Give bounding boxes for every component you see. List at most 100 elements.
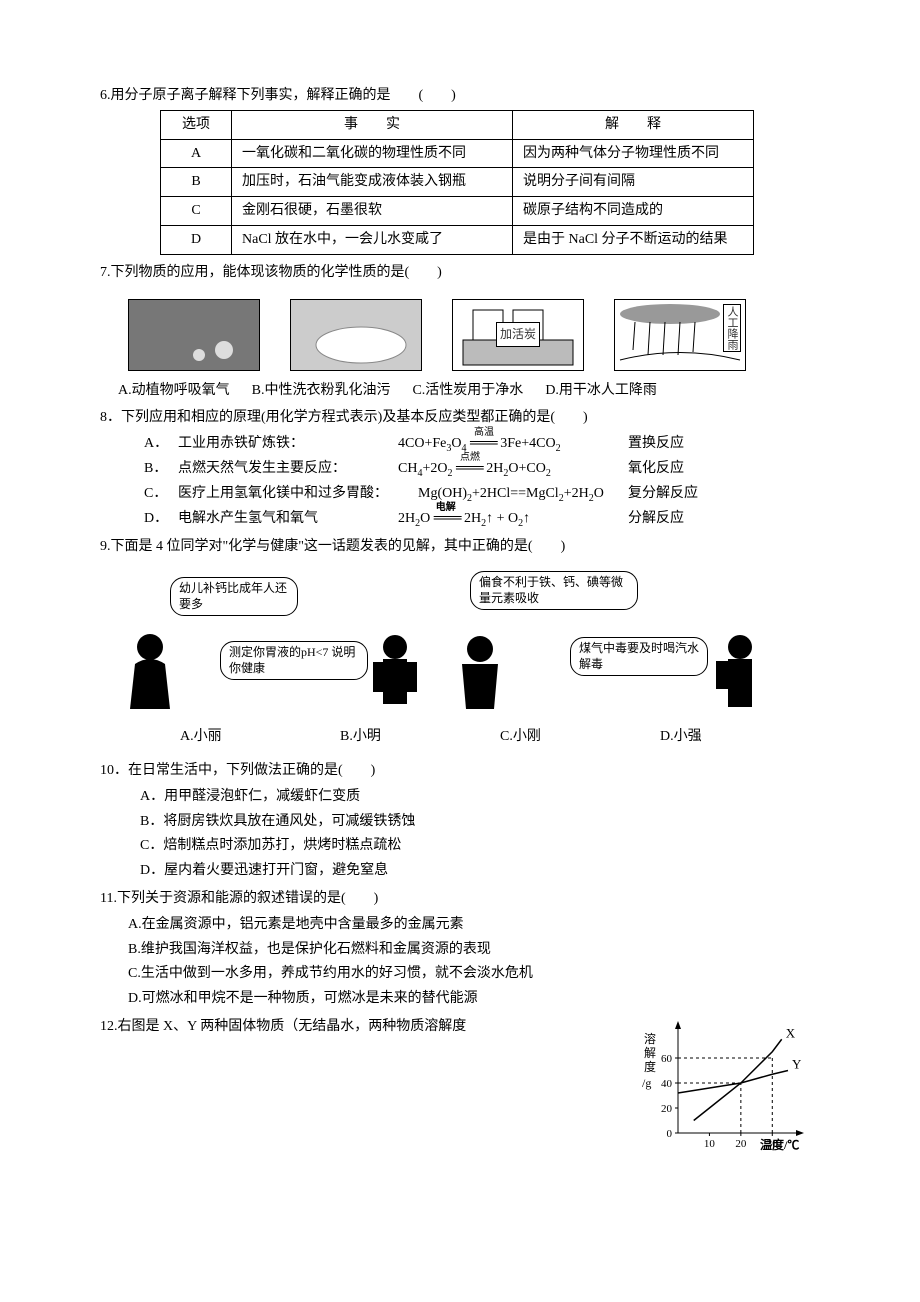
q8-head: 8．下列应用和相应的原理(用化学方程式表示)及基本反应类型都正确的是( ): [100, 406, 820, 430]
q9-names: A.小丽 B.小明 C.小刚 D.小强: [180, 725, 820, 749]
table-row: B 加压时，石油气能变成液体装入钢瓶 说明分子间有间隔: [161, 168, 754, 197]
q10-opt-c: C．焙制糕点时添加苏打，烘烤时糕点疏松: [140, 834, 820, 858]
question-12: 0204060102030XY溶解度/g温度/℃ 12.右图是 X、Y 两种固体…: [100, 1015, 820, 1155]
table-row: A 一氧化碳和二氧化碳的物理性质不同 因为两种气体分子物理性质不同: [161, 139, 754, 168]
q9-name-b: B.小明: [340, 725, 500, 749]
q11-opt-c: C.生活中做到一水多用，养成节约用水的好习惯，就不会淡水危机: [128, 962, 820, 986]
svg-text:X: X: [786, 1025, 796, 1040]
cell: 因为两种气体分子物理性质不同: [513, 139, 754, 168]
table-row: D NaCl 放在水中，一会儿水变咸了 是由于 NaCl 分子不断运动的结果: [161, 225, 754, 254]
table-header-row: 选项 事 实 解 释: [161, 110, 754, 139]
q9-cartoon: 幼儿补钙比成年人还要多 测定你胃液的pH<7 说明你健康 偏食不利于铁、钙、碘等…: [130, 569, 790, 719]
q7-image-a: [128, 299, 260, 371]
q8-d-kind: 分解反应: [628, 507, 708, 532]
q9-name-d: D.小强: [660, 725, 820, 749]
q8-row-b: B． 点燃天然气发生主要反应： CH4+2O2 点燃═══ 2H2O+CO2 氧…: [144, 457, 820, 482]
q11-opt-a: A.在金属资源中，铝元素是地壳中含量最多的金属元素: [128, 913, 820, 937]
bubble-2: 测定你胃液的pH<7 说明你健康: [220, 641, 368, 680]
svg-text:解: 解: [644, 1046, 656, 1060]
person-3-icon: [450, 629, 510, 719]
q8-b-kind: 氧化反应: [628, 457, 708, 482]
q6-head: 6.用分子原子离子解释下列事实，解释正确的是 ( ): [100, 84, 820, 108]
q7-opt-a: A.动植物呼吸氧气: [118, 379, 230, 403]
svg-text:60: 60: [661, 1053, 673, 1065]
q7-img-c-label: 加活炭: [496, 322, 540, 346]
q7-options: A.动植物呼吸氧气 B.中性洗衣粉乳化油污 C.活性炭用于净水 D.用干冰人工降…: [118, 379, 820, 403]
cell: 说明分子间有间隔: [513, 168, 754, 197]
q7-opt-d: D.用干冰人工降雨: [545, 379, 657, 403]
q11-opt-d: D.可燃冰和甲烷不是一种物质，可燃冰是未来的替代能源: [128, 987, 820, 1011]
question-9: 9.下面是 4 位同学对"化学与健康"这一话题发表的见解，其中正确的是( ) 幼…: [100, 535, 820, 749]
q10-head: 10．在日常生活中，下列做法正确的是( ): [100, 759, 820, 783]
svg-text:温度/℃: 温度/℃: [760, 1137, 799, 1152]
bubble-1: 幼儿补钙比成年人还要多: [170, 577, 298, 616]
svg-text:10: 10: [704, 1138, 716, 1150]
q8-c-kind: 复分解反应: [628, 482, 708, 507]
q10-options: A．用甲醛浸泡虾仁，减缓虾仁变质 B．将厨房铁炊具放在通风处，可减缓铁锈蚀 C．…: [140, 785, 820, 883]
q8-a-kind: 置换反应: [628, 432, 708, 457]
question-7: 7.下列物质的应用，能体现该物质的化学性质的是( ) 加活炭 人工降雨 A.动植…: [100, 261, 820, 403]
q8-a-eq: 4CO+Fe3O4 高温═══ 3Fe+4CO2: [398, 432, 628, 457]
q11-options: A.在金属资源中，铝元素是地壳中含量最多的金属元素 B.维护我国海洋权益，也是保…: [128, 913, 820, 1011]
q8-row-a: A． 工业用赤铁矿炼铁： 4CO+Fe3O4 高温═══ 3Fe+4CO2 置换…: [144, 432, 820, 457]
question-8: 8．下列应用和相应的原理(用化学方程式表示)及基本反应类型都正确的是( ) A．…: [100, 406, 820, 531]
svg-text:0: 0: [667, 1128, 673, 1140]
cell: C: [161, 197, 232, 226]
q8-d-label: D．: [144, 507, 178, 532]
col-header: 事 实: [232, 110, 513, 139]
q8-b-label: B．: [144, 457, 178, 482]
cell: NaCl 放在水中，一会儿水变咸了: [232, 225, 513, 254]
q7-head: 7.下列物质的应用，能体现该物质的化学性质的是( ): [100, 261, 820, 285]
question-10: 10．在日常生活中，下列做法正确的是( ) A．用甲醛浸泡虾仁，减缓虾仁变质 B…: [100, 759, 820, 883]
q7-image-c: 加活炭: [452, 299, 584, 371]
cell: 金刚石很硬，石墨很软: [232, 197, 513, 226]
solubility-chart: 0204060102030XY溶解度/g温度/℃: [640, 1015, 820, 1155]
person-2-icon: [365, 629, 425, 719]
cell: B: [161, 168, 232, 197]
q10-opt-d: D．屋内着火要迅速打开门窗，避免窒息: [140, 859, 820, 883]
q8-a-label: A．: [144, 432, 178, 457]
q7-img-d-label: 人工降雨: [723, 304, 741, 352]
svg-text:Y: Y: [792, 1056, 802, 1071]
cell: 加压时，石油气能变成液体装入钢瓶: [232, 168, 513, 197]
q7-opt-c: C.活性炭用于净水: [412, 379, 523, 403]
q11-head: 11.下列关于资源和能源的叙述错误的是( ): [100, 887, 820, 911]
col-header: 解 释: [513, 110, 754, 139]
q8-b-eq: CH4+2O2 点燃═══ 2H2O+CO2: [398, 457, 628, 482]
q8-row-d: D． 电解水产生氢气和氧气 2H2O 电解═══ 2H2↑ + O2↑ 分解反应: [144, 507, 820, 532]
cell: A: [161, 139, 232, 168]
q11-opt-b: B.维护我国海洋权益，也是保护化石燃料和金属资源的表现: [128, 938, 820, 962]
q9-name-c: C.小刚: [500, 725, 660, 749]
q7-image-row: 加活炭 人工降雨: [128, 299, 820, 371]
person-1-icon: [120, 629, 180, 719]
table-row: C 金刚石很硬，石墨很软 碳原子结构不同造成的: [161, 197, 754, 226]
svg-text:40: 40: [661, 1078, 673, 1090]
q9-head: 9.下面是 4 位同学对"化学与健康"这一话题发表的见解，其中正确的是( ): [100, 535, 820, 559]
q8-d-eq: 2H2O 电解═══ 2H2↑ + O2↑: [398, 507, 628, 532]
cell: 是由于 NaCl 分子不断运动的结果: [513, 225, 754, 254]
q7-opt-b: B.中性洗衣粉乳化油污: [252, 379, 391, 403]
svg-text:20: 20: [661, 1103, 673, 1115]
q8-c-label: C．: [144, 482, 178, 507]
q8-row-c: C． 医疗上用氢氧化镁中和过多胃酸： Mg(OH)2+2HCl==MgCl2+2…: [144, 482, 820, 507]
q8-d-desc: 电解水产生氢气和氧气: [178, 507, 398, 532]
q6-table: 选项 事 实 解 释 A 一氧化碳和二氧化碳的物理性质不同 因为两种气体分子物理…: [160, 110, 754, 255]
q9-name-a: A.小丽: [180, 725, 340, 749]
q7-image-b: [290, 299, 422, 371]
svg-text:度: 度: [644, 1059, 656, 1074]
q8-a-desc: 工业用赤铁矿炼铁：: [178, 432, 398, 457]
bubble-3: 偏食不利于铁、钙、碘等微量元素吸收: [470, 571, 638, 610]
cell: 一氧化碳和二氧化碳的物理性质不同: [232, 139, 513, 168]
cell: D: [161, 225, 232, 254]
q8-b-desc: 点燃天然气发生主要反应：: [178, 457, 398, 482]
question-6: 6.用分子原子离子解释下列事实，解释正确的是 ( ) 选项 事 实 解 释 A …: [100, 84, 820, 255]
svg-text:溶: 溶: [644, 1031, 656, 1046]
svg-text:/g: /g: [642, 1076, 651, 1090]
col-header: 选项: [161, 110, 232, 139]
q8-c-desc: 医疗上用氢氧化镁中和过多胃酸：: [178, 482, 418, 507]
bubble-4: 煤气中毒要及时喝汽水解毒: [570, 637, 708, 676]
svg-text:20: 20: [735, 1138, 747, 1150]
cell: 碳原子结构不同造成的: [513, 197, 754, 226]
question-11: 11.下列关于资源和能源的叙述错误的是( ) A.在金属资源中，铝元素是地壳中含…: [100, 887, 820, 1011]
q7-image-d: 人工降雨: [614, 299, 746, 371]
